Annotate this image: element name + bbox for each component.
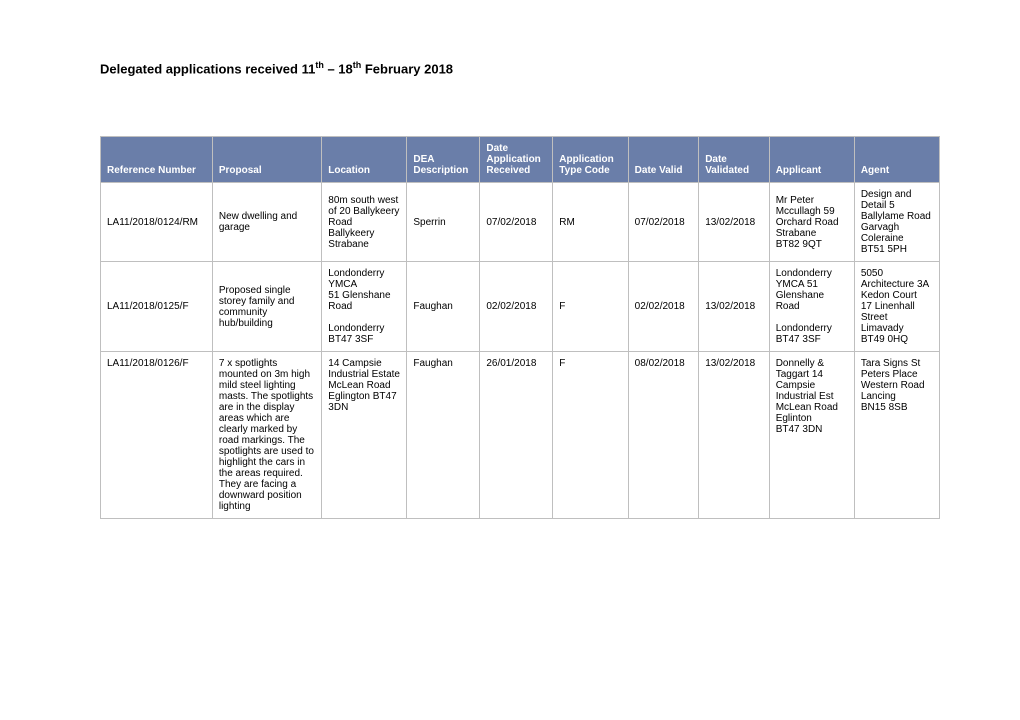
table-cell: LA11/2018/0124/RM: [101, 183, 213, 262]
table-cell: 5050 Architecture 3A Kedon Court 17 Line…: [854, 262, 939, 352]
col-location: Location: [322, 137, 407, 183]
table-cell: F: [553, 352, 628, 519]
table-cell: 02/02/2018: [480, 262, 553, 352]
table-cell: F: [553, 262, 628, 352]
col-agent: Agent: [854, 137, 939, 183]
table-cell: 13/02/2018: [699, 352, 770, 519]
table-cell: Donnelly & Taggart 14 Campsie Industrial…: [769, 352, 854, 519]
table-cell: LA11/2018/0125/F: [101, 262, 213, 352]
table-cell: 13/02/2018: [699, 183, 770, 262]
table-cell: 07/02/2018: [628, 183, 699, 262]
table-cell: Sperrin: [407, 183, 480, 262]
col-proposal: Proposal: [212, 137, 321, 183]
table-cell: Tara Signs St Peters Place Western Road …: [854, 352, 939, 519]
table-header-row: Reference Number Proposal Location DEA D…: [101, 137, 940, 183]
table-cell: Mr Peter Mccullagh 59 Orchard Road Strab…: [769, 183, 854, 262]
table-row: LA11/2018/0126/F7 x spotlights mounted o…: [101, 352, 940, 519]
table-cell: 07/02/2018: [480, 183, 553, 262]
table-cell: 02/02/2018: [628, 262, 699, 352]
table-row: LA11/2018/0125/FProposed single storey f…: [101, 262, 940, 352]
table-cell: Proposed single storey family and commun…: [212, 262, 321, 352]
col-type-code: Application Type Code: [553, 137, 628, 183]
col-dea: DEA Description: [407, 137, 480, 183]
table-row: LA11/2018/0124/RMNew dwelling and garage…: [101, 183, 940, 262]
col-applicant: Applicant: [769, 137, 854, 183]
col-reference: Reference Number: [101, 137, 213, 183]
table-cell: New dwelling and garage: [212, 183, 321, 262]
table-cell: 26/01/2018: [480, 352, 553, 519]
table-cell: 7 x spotlights mounted on 3m high mild s…: [212, 352, 321, 519]
applications-table: Reference Number Proposal Location DEA D…: [100, 136, 940, 519]
table-cell: RM: [553, 183, 628, 262]
col-date-received: Date Application Received: [480, 137, 553, 183]
table-cell: 14 Campsie Industrial Estate McLean Road…: [322, 352, 407, 519]
table-cell: 13/02/2018: [699, 262, 770, 352]
table-cell: LA11/2018/0126/F: [101, 352, 213, 519]
table-cell: Faughan: [407, 352, 480, 519]
table-cell: Design and Detail 5 Ballylame Road Garva…: [854, 183, 939, 262]
table-cell: Faughan: [407, 262, 480, 352]
page-title: Delegated applications received 11th – 1…: [100, 60, 940, 76]
col-date-valid: Date Valid: [628, 137, 699, 183]
table-cell: Londonderry YMCA 51 Glenshane Road Londo…: [322, 262, 407, 352]
table-cell: Londonderry YMCA 51 Glenshane Road Londo…: [769, 262, 854, 352]
table-cell: 80m south west of 20 Ballykeery Road Bal…: [322, 183, 407, 262]
table-cell: 08/02/2018: [628, 352, 699, 519]
col-date-validated: Date Validated: [699, 137, 770, 183]
table-body: LA11/2018/0124/RMNew dwelling and garage…: [101, 183, 940, 519]
